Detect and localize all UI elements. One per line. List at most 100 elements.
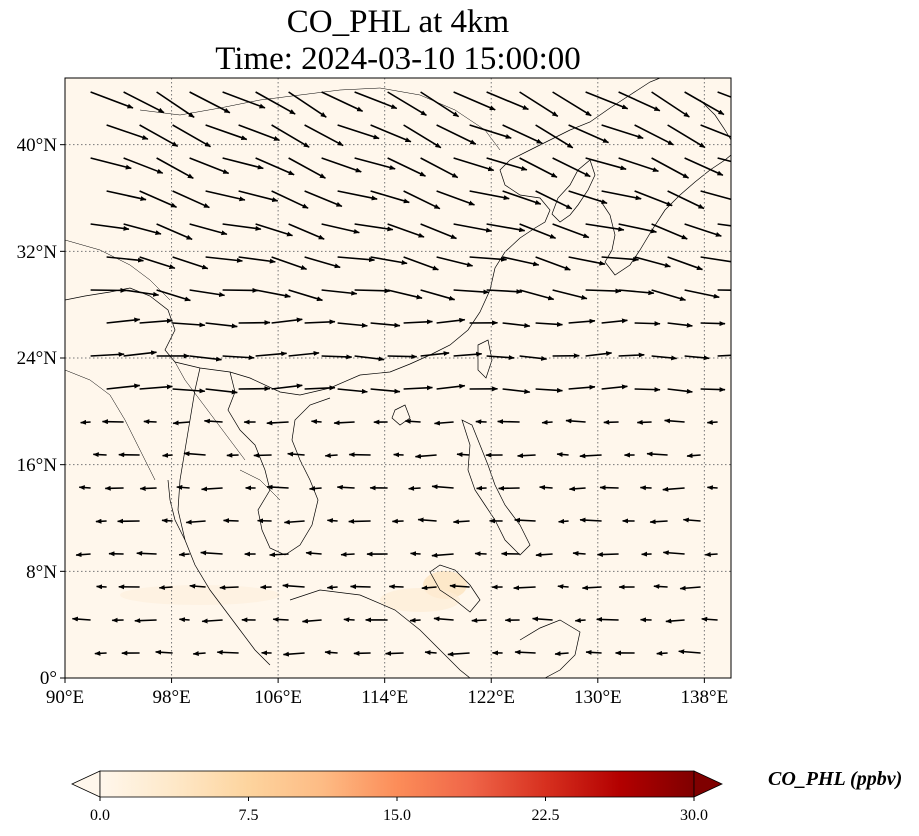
wind-arrow bbox=[222, 157, 264, 170]
wind-arrow bbox=[502, 190, 542, 205]
wind-arrow bbox=[205, 124, 248, 141]
wind-arrow bbox=[136, 550, 157, 556]
wind-arrow bbox=[321, 289, 358, 296]
y-tick-label: 24°N bbox=[17, 348, 58, 369]
wind-arrow bbox=[337, 322, 368, 328]
wind-arrow bbox=[271, 124, 310, 148]
wind-arrow bbox=[205, 322, 238, 329]
wind-arrow bbox=[238, 124, 280, 142]
wind-arrow bbox=[541, 419, 553, 425]
wind-arrow bbox=[185, 519, 206, 525]
wind-arrow bbox=[651, 355, 678, 361]
wind-arrow bbox=[535, 552, 553, 558]
wind-arrow bbox=[90, 91, 134, 109]
wind-arrow bbox=[288, 223, 325, 240]
wind-arrow bbox=[337, 388, 368, 394]
wind-arrow bbox=[304, 385, 336, 391]
wind-arrow bbox=[253, 452, 272, 458]
colorbar-tick-label: 30.0 bbox=[680, 807, 708, 824]
wind-arrow bbox=[486, 223, 526, 233]
wind-vector-field bbox=[71, 91, 731, 657]
wind-arrow bbox=[634, 256, 671, 268]
wind-arrow bbox=[502, 322, 531, 328]
wind-arrow bbox=[139, 124, 179, 148]
wind-arrow bbox=[436, 190, 475, 206]
wind-arrow bbox=[321, 223, 360, 234]
wind-arrow bbox=[189, 355, 223, 362]
wind-arrow bbox=[585, 157, 627, 171]
wind-arrow bbox=[403, 124, 442, 149]
wind-arrow bbox=[667, 388, 693, 394]
wind-arrow bbox=[203, 418, 223, 424]
wind-arrow bbox=[333, 420, 355, 426]
wind-arrow bbox=[574, 617, 586, 623]
wind-arrow bbox=[106, 317, 141, 324]
wind-arrow bbox=[304, 190, 343, 208]
wind-arrow bbox=[90, 157, 132, 170]
wind-arrow bbox=[94, 650, 107, 656]
wind-arrow bbox=[337, 124, 380, 140]
wind-arrow bbox=[456, 452, 470, 458]
y-tick-label: 16°N bbox=[17, 455, 58, 476]
x-tick-label: 114°E bbox=[361, 687, 408, 708]
wind-arrow bbox=[539, 484, 553, 490]
wind-arrow bbox=[403, 319, 433, 325]
wind-arrow bbox=[651, 223, 688, 240]
wind-arrow bbox=[667, 190, 705, 210]
wind-arrow bbox=[189, 223, 228, 236]
wind-arrow bbox=[667, 256, 703, 271]
wind-arrow bbox=[282, 583, 305, 589]
wind-arrow bbox=[684, 289, 720, 299]
wind-arrow bbox=[679, 585, 701, 591]
colorbar-tick-label: 22.5 bbox=[532, 807, 560, 824]
wind-arrow bbox=[646, 451, 668, 457]
wind-arrow bbox=[80, 419, 91, 425]
wind-arrow bbox=[255, 91, 296, 115]
wind-arrow bbox=[431, 552, 454, 558]
wind-arrow bbox=[409, 551, 421, 557]
wind-arrow bbox=[321, 354, 353, 360]
wind-arrow bbox=[552, 289, 588, 300]
wind-arrow bbox=[436, 256, 474, 267]
wind-arrow bbox=[71, 616, 91, 622]
wind-arrow bbox=[502, 124, 543, 145]
wind-arrow bbox=[706, 485, 718, 491]
wind-arrow bbox=[326, 584, 338, 590]
wind-arrow bbox=[255, 223, 294, 237]
wind-arrow bbox=[172, 322, 206, 328]
wind-arrow bbox=[340, 551, 355, 557]
wind-arrow bbox=[552, 91, 592, 117]
wind-arrow bbox=[238, 190, 279, 202]
wind-arrow bbox=[453, 91, 496, 111]
wind-arrow bbox=[304, 256, 341, 269]
wind-arrow bbox=[222, 518, 239, 524]
wind-arrow bbox=[201, 618, 223, 624]
wind-arrow bbox=[271, 317, 303, 324]
wind-arrow bbox=[420, 91, 460, 118]
wind-arrow bbox=[408, 485, 421, 491]
wind-arrow bbox=[404, 418, 421, 424]
wind-arrow bbox=[717, 157, 731, 163]
wind-arrow bbox=[471, 617, 487, 623]
wind-arrow bbox=[424, 650, 437, 656]
wind-arrow bbox=[568, 256, 606, 266]
wind-arrow bbox=[324, 649, 338, 655]
wind-arrow bbox=[172, 256, 209, 270]
wind-arrow bbox=[403, 385, 433, 391]
y-tick-label: 0° bbox=[40, 668, 57, 689]
wind-arrow bbox=[370, 322, 401, 328]
axis-tick-marks bbox=[60, 144, 705, 683]
wind-arrow bbox=[123, 350, 157, 357]
wind-arrow bbox=[532, 616, 553, 622]
wind-arrow bbox=[321, 157, 362, 173]
wind-arrow bbox=[324, 452, 338, 458]
wind-arrow bbox=[272, 617, 289, 622]
wind-arrow bbox=[565, 418, 586, 424]
wind-arrow bbox=[403, 190, 441, 210]
wind-arrow bbox=[682, 517, 701, 523]
wind-arrow bbox=[288, 350, 320, 357]
wind-arrow bbox=[717, 223, 731, 227]
wind-arrow bbox=[502, 388, 531, 394]
wind-arrow bbox=[420, 223, 457, 240]
wind-arrow bbox=[288, 91, 327, 118]
